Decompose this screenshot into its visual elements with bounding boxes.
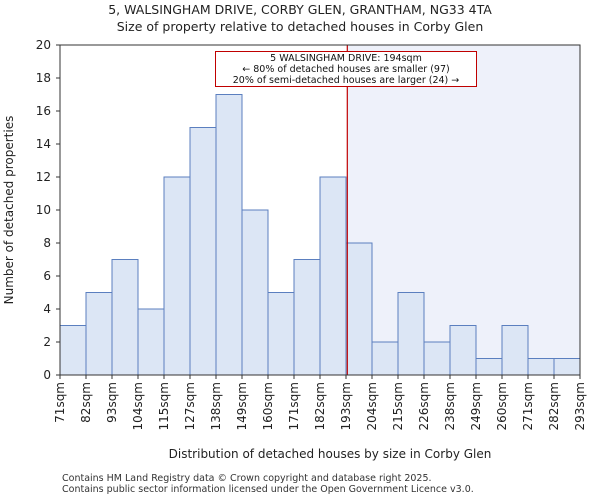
bar (475, 358, 503, 376)
y-tick-label: 14 (36, 137, 51, 151)
property-annotation: 5 WALSINGHAM DRIVE: 194sqm ← 80% of deta… (215, 51, 477, 87)
x-axis-title: Distribution of detached houses by size … (169, 447, 492, 461)
bar (397, 292, 425, 376)
y-tick-label: 16 (36, 104, 51, 118)
bar (527, 358, 555, 376)
x-tick-label: 282sqm (547, 382, 561, 430)
y-tick-label: 4 (43, 302, 51, 316)
chart-subtitle: Size of property relative to detached ho… (117, 19, 484, 34)
chart-title: 5, WALSINGHAM DRIVE, CORBY GLEN, GRANTHA… (108, 2, 492, 17)
x-tick-label: 127sqm (183, 382, 197, 430)
x-tick-label: 260sqm (495, 382, 509, 430)
bar (137, 308, 165, 376)
x-tick-label: 93sqm (105, 382, 119, 423)
bar (85, 292, 113, 376)
bar (215, 94, 243, 376)
footer-line-2: Contains public sector information licen… (62, 484, 474, 495)
y-tick-label: 20 (36, 38, 51, 52)
footer-line-1: Contains HM Land Registry data © Crown c… (62, 473, 432, 484)
y-tick-label: 0 (43, 368, 51, 382)
x-tick-label: 115sqm (157, 382, 171, 430)
bar (59, 325, 87, 376)
y-tick-label: 2 (43, 335, 51, 349)
bar (189, 127, 217, 376)
bar (553, 358, 581, 376)
x-tick-label: 204sqm (365, 382, 379, 430)
bar (163, 176, 191, 376)
x-tick-label: 182sqm (313, 382, 327, 430)
x-tick-label: 104sqm (131, 382, 145, 430)
y-tick-label: 18 (36, 71, 51, 85)
y-axis-title: Number of detached properties (2, 116, 16, 305)
x-tick-label: 193sqm (339, 382, 353, 430)
x-tick-label: 138sqm (209, 382, 223, 430)
bar (319, 176, 347, 376)
x-tick-label: 171sqm (287, 382, 301, 430)
annotation-line-2: ← 80% of detached houses are smaller (97… (242, 64, 450, 75)
bar (423, 341, 451, 376)
bar (111, 259, 139, 376)
x-tick-label: 238sqm (443, 382, 457, 430)
bar (449, 325, 477, 376)
x-tick-label: 293sqm (573, 382, 587, 430)
x-tick-label: 271sqm (521, 382, 535, 430)
y-tick-label: 8 (43, 236, 51, 250)
x-tick-label: 149sqm (235, 382, 249, 430)
bar (293, 259, 321, 376)
y-tick-label: 6 (43, 269, 51, 283)
bar (371, 341, 399, 376)
bar (241, 209, 269, 376)
x-tick-label: 215sqm (391, 382, 405, 430)
annotation-line-3: 20% of semi-detached houses are larger (… (232, 75, 460, 86)
x-tick-label: 71sqm (53, 382, 67, 423)
bar (501, 325, 529, 376)
larger-region-shade (347, 45, 580, 375)
y-tick-label: 10 (36, 203, 51, 217)
y-tick-label: 12 (36, 170, 51, 184)
bar (267, 292, 295, 376)
x-tick-label: 160sqm (261, 382, 275, 430)
annotation-line-1: 5 WALSINGHAM DRIVE: 194sqm (270, 53, 422, 64)
x-tick-label: 249sqm (469, 382, 483, 430)
x-tick-label: 82sqm (79, 382, 93, 423)
bar (345, 242, 373, 376)
x-tick-label: 226sqm (417, 382, 431, 430)
